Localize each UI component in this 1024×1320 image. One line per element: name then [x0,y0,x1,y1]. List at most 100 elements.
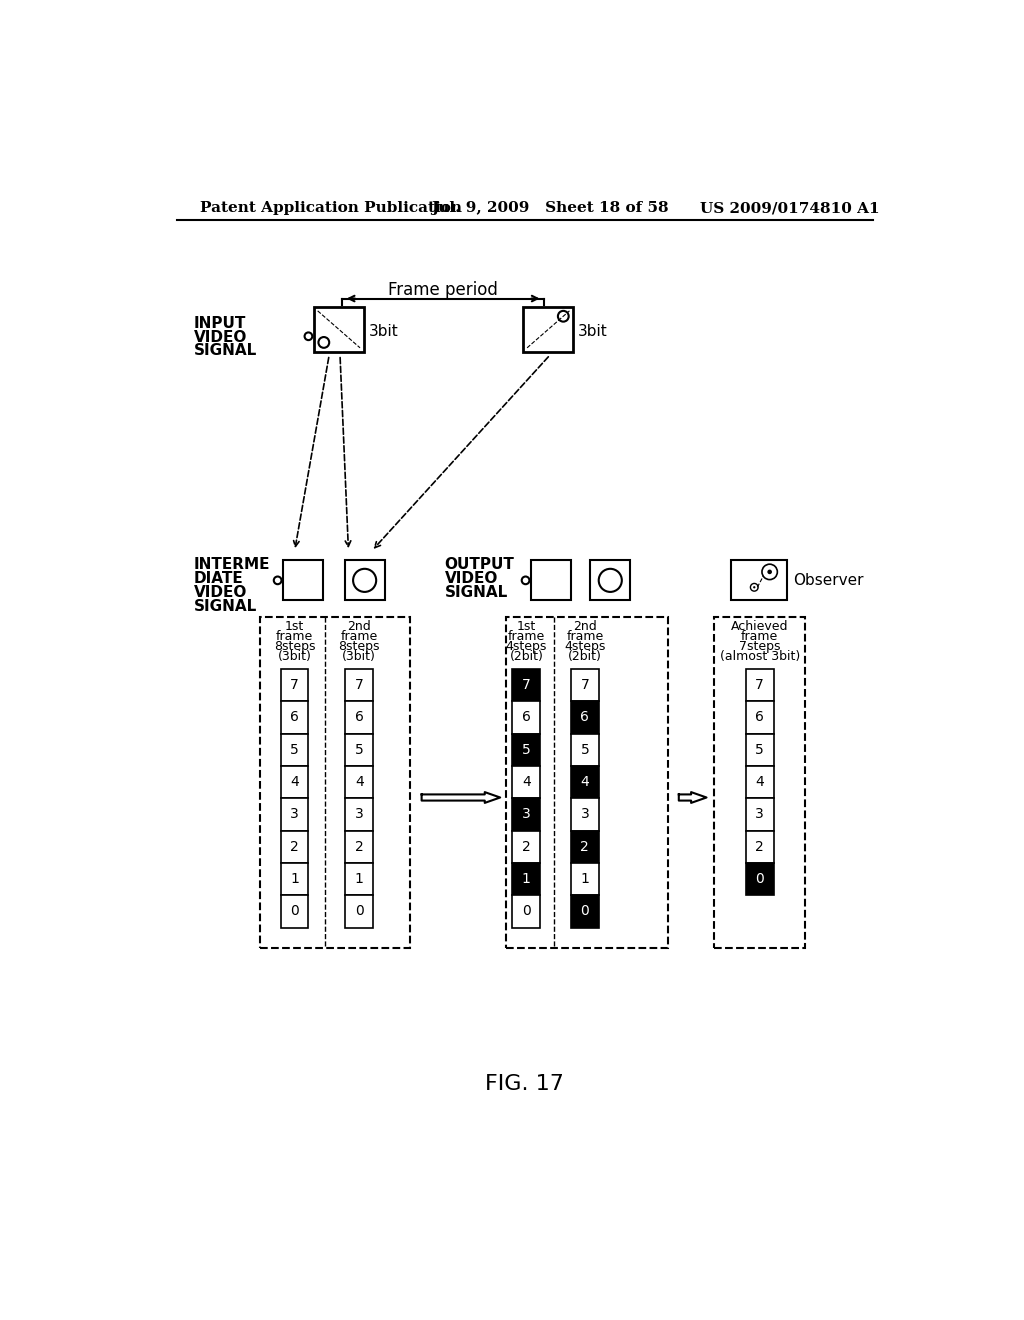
Text: 2: 2 [581,840,589,854]
Text: frame: frame [341,631,378,643]
Text: (3bit): (3bit) [278,651,311,664]
Text: 6: 6 [290,710,299,725]
Bar [512,701,541,734]
Text: Frame period: Frame period [388,281,498,300]
Text: 6: 6 [756,710,764,725]
Text: INPUT: INPUT [194,317,246,331]
Text: 1: 1 [290,873,299,886]
Text: 7: 7 [355,678,364,692]
Text: 4steps: 4steps [564,640,605,653]
Text: 4: 4 [290,775,299,789]
Text: Achieved: Achieved [731,620,788,634]
Text: 1st: 1st [285,620,304,634]
Text: FIG. 17: FIG. 17 [485,1074,564,1094]
Bar [345,830,373,863]
Text: 6: 6 [354,710,364,725]
Bar [512,799,541,830]
Bar [512,830,541,863]
Bar [571,701,599,734]
Text: 7: 7 [522,678,530,692]
Bar [571,734,599,766]
Text: Patent Application Publication: Patent Application Publication [200,202,462,215]
Bar [313,308,364,351]
Text: 4: 4 [756,775,764,789]
Text: 0: 0 [581,904,589,919]
Bar [512,766,541,799]
Text: 5: 5 [355,743,364,756]
Bar [571,799,599,830]
Text: 3bit: 3bit [369,325,398,339]
Text: 3: 3 [581,808,589,821]
Text: 7: 7 [290,678,299,692]
Text: 0: 0 [355,904,364,919]
Text: 7: 7 [581,678,589,692]
Text: 0: 0 [522,904,530,919]
Text: OUTPUT: OUTPUT [444,557,515,573]
Circle shape [767,570,772,574]
Text: 0: 0 [290,904,299,919]
Circle shape [753,586,756,589]
Text: frame: frame [741,631,778,643]
Text: 8steps: 8steps [273,640,315,653]
Text: 2nd: 2nd [347,620,371,634]
Text: 3: 3 [756,808,764,821]
Bar [281,895,308,928]
Bar [345,863,373,895]
Text: VIDEO: VIDEO [194,585,247,601]
Text: 5: 5 [756,743,764,756]
Bar [506,616,668,948]
Text: 4: 4 [355,775,364,789]
Bar [745,734,773,766]
Bar [571,830,599,863]
Bar [745,799,773,830]
Bar [345,766,373,799]
Bar [571,863,599,895]
Bar [731,561,786,601]
Text: frame: frame [566,631,603,643]
Bar [345,799,373,830]
Text: (2bit): (2bit) [509,651,544,664]
Bar [283,561,323,601]
Bar [281,863,308,895]
Bar [281,734,308,766]
Bar [512,863,541,895]
Bar [512,895,541,928]
Text: 3: 3 [355,808,364,821]
Text: 2: 2 [756,840,764,854]
Text: 1st: 1st [517,620,536,634]
Text: SIGNAL: SIGNAL [444,585,508,601]
Text: 1: 1 [581,873,589,886]
Text: VIDEO: VIDEO [444,572,498,586]
Text: 1: 1 [354,873,364,886]
Text: SIGNAL: SIGNAL [194,343,257,358]
Bar [745,669,773,701]
Text: 8steps: 8steps [339,640,380,653]
Text: 6: 6 [522,710,530,725]
Text: 7steps: 7steps [739,640,780,653]
Bar [512,734,541,766]
Bar [345,701,373,734]
Text: INTERME: INTERME [194,557,270,573]
Text: 2nd: 2nd [573,620,597,634]
Bar [260,616,410,948]
Text: 7: 7 [756,678,764,692]
Bar [714,616,805,948]
Bar [590,561,631,601]
Text: 0: 0 [756,873,764,886]
Bar [571,895,599,928]
Text: (3bit): (3bit) [342,651,376,664]
Text: 3: 3 [290,808,299,821]
Text: 4: 4 [581,775,589,789]
Text: 5: 5 [581,743,589,756]
Bar [281,669,308,701]
Bar [512,669,541,701]
Text: 2: 2 [522,840,530,854]
Bar [345,669,373,701]
Text: 4: 4 [522,775,530,789]
Text: 3: 3 [522,808,530,821]
Text: frame: frame [508,631,545,643]
Bar [745,701,773,734]
Bar [281,766,308,799]
Polygon shape [422,792,500,803]
Bar [345,895,373,928]
